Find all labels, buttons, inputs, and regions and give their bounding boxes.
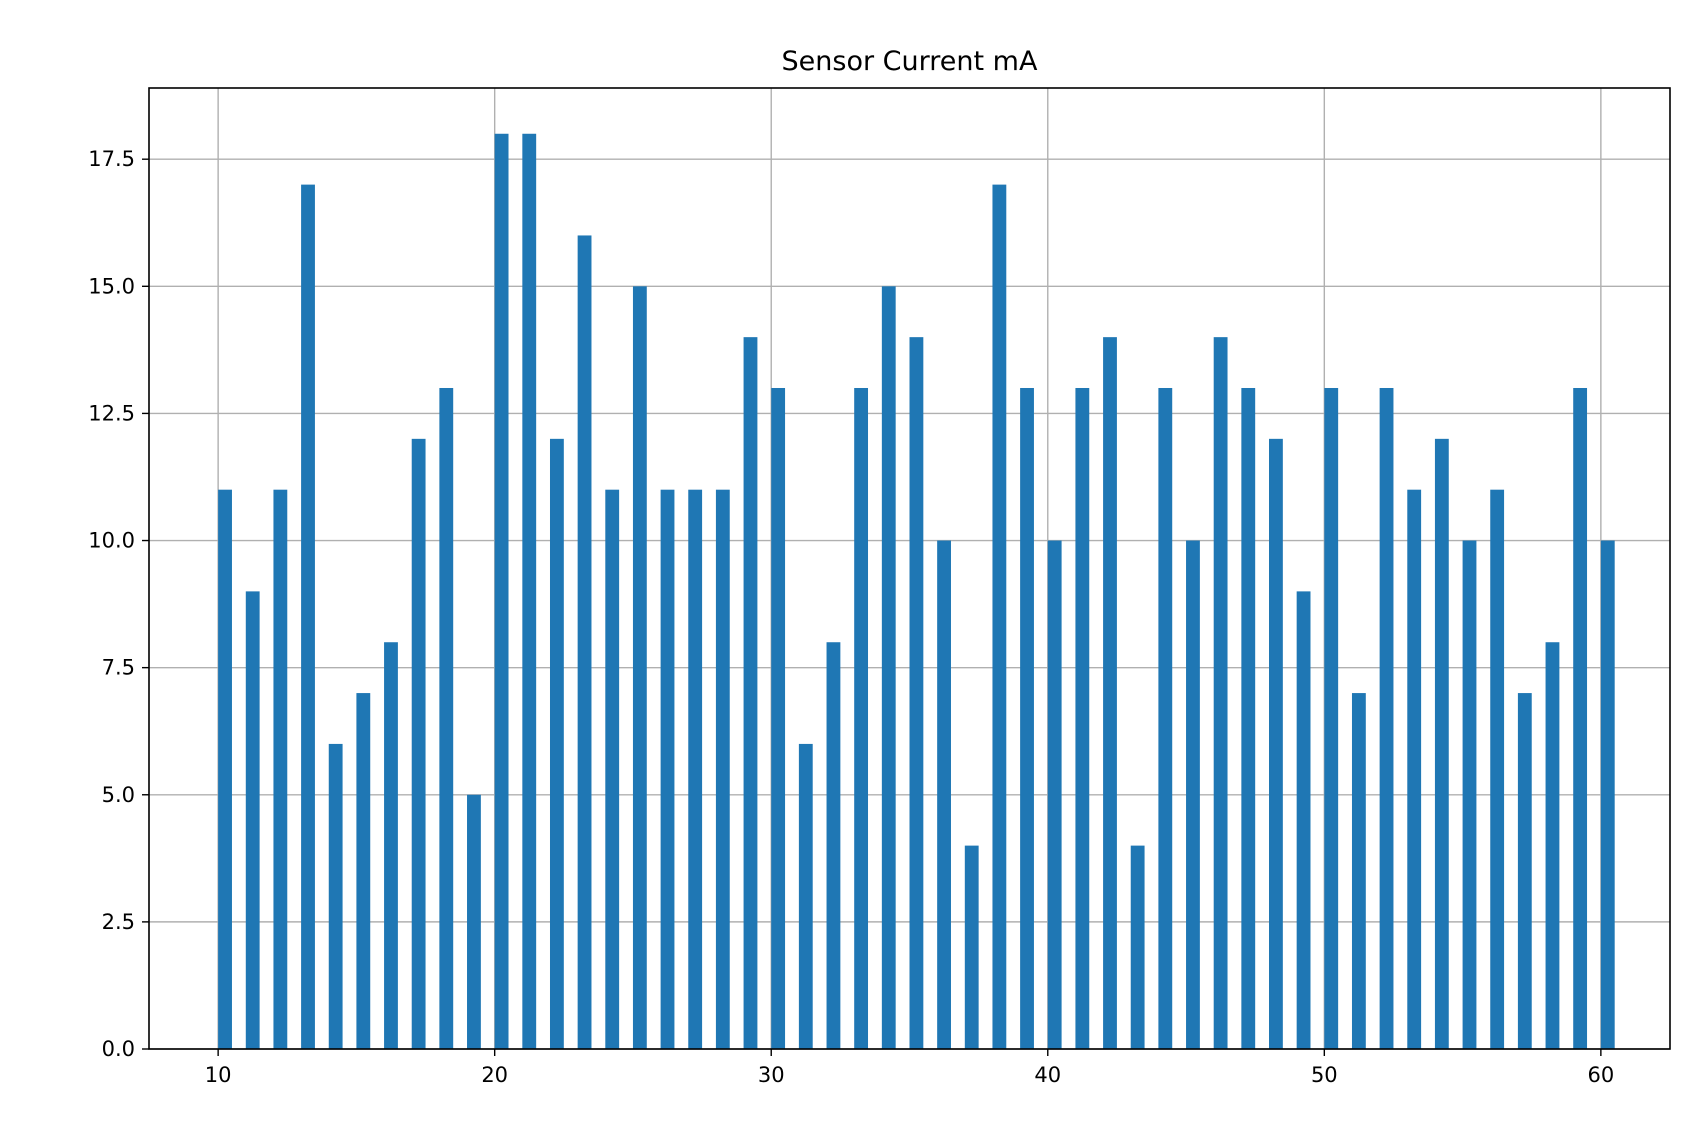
bar-18 [439, 387, 454, 1049]
x-tick-label: 30 [758, 1063, 785, 1087]
bar-59 [1573, 387, 1588, 1049]
bar-31 [798, 743, 813, 1049]
bar-58 [1545, 642, 1560, 1049]
bar-21 [522, 133, 537, 1049]
bar-26 [660, 489, 675, 1049]
bar-60 [1600, 540, 1615, 1049]
bar-57 [1517, 693, 1532, 1049]
bar-40 [1047, 540, 1062, 1049]
y-tick-label: 0.0 [102, 1037, 135, 1061]
y-tick-label: 15.0 [88, 274, 135, 298]
bar-50 [1324, 387, 1339, 1049]
bar-41 [1075, 387, 1090, 1049]
bar-46 [1213, 337, 1228, 1049]
bar-29 [743, 337, 758, 1049]
bar-16 [384, 642, 398, 1049]
bar-47 [1241, 387, 1256, 1049]
bar-42 [1103, 337, 1117, 1049]
bar-28 [715, 489, 730, 1049]
bar-19 [467, 794, 481, 1049]
y-tick-label: 12.5 [88, 401, 135, 425]
bar-54 [1434, 438, 1449, 1049]
y-tick-label: 17.5 [88, 147, 135, 171]
ticks: 10 20 30 40 50 60 0.0 2.5 5.0 7.5 10.0 12.5 15.0 17.5 [88, 147, 1614, 1087]
bar-44 [1158, 387, 1173, 1049]
x-tick-label: 50 [1311, 1063, 1338, 1087]
y-tick-label: 10.0 [88, 529, 135, 553]
bar-38 [992, 184, 1007, 1049]
y-tick-label: 2.5 [102, 910, 135, 934]
bar-52 [1379, 387, 1394, 1049]
bar-55 [1462, 540, 1477, 1049]
bars [218, 133, 1615, 1050]
x-tick-label: 40 [1034, 1063, 1061, 1087]
bar-53 [1407, 489, 1422, 1049]
bar-23 [577, 235, 592, 1050]
x-tick-label: 60 [1587, 1063, 1614, 1087]
bar-20 [494, 133, 509, 1049]
bar-51 [1351, 693, 1366, 1049]
bar-45 [1186, 540, 1200, 1049]
bar-11 [245, 591, 260, 1049]
bar-33 [854, 387, 869, 1049]
bar-30 [771, 387, 786, 1049]
x-tick-label: 10 [205, 1063, 232, 1087]
y-tick-label: 7.5 [102, 656, 135, 680]
bar-15 [356, 693, 371, 1049]
bar-36 [937, 540, 951, 1049]
y-tick-label: 5.0 [102, 783, 135, 807]
bar-12 [273, 489, 288, 1049]
bar-37 [964, 845, 979, 1049]
bar-56 [1490, 489, 1505, 1049]
bar-13 [301, 184, 315, 1049]
bar-48 [1269, 438, 1283, 1049]
bar-24 [605, 489, 620, 1049]
chart-title: Sensor Current mA [782, 46, 1038, 77]
bar-27 [688, 489, 703, 1049]
bar-39 [1020, 387, 1034, 1049]
bar-10 [218, 489, 232, 1049]
plot-frame [148, 87, 1671, 1050]
bar-49 [1296, 591, 1311, 1049]
bar-14 [328, 743, 343, 1049]
bar-22 [549, 438, 564, 1049]
bar-17 [411, 438, 426, 1049]
bar-32 [826, 642, 841, 1049]
bar-25 [632, 286, 647, 1049]
bar-34 [881, 286, 896, 1049]
x-tick-label: 20 [481, 1063, 508, 1087]
bar-43 [1130, 845, 1145, 1049]
bar-35 [909, 337, 924, 1049]
